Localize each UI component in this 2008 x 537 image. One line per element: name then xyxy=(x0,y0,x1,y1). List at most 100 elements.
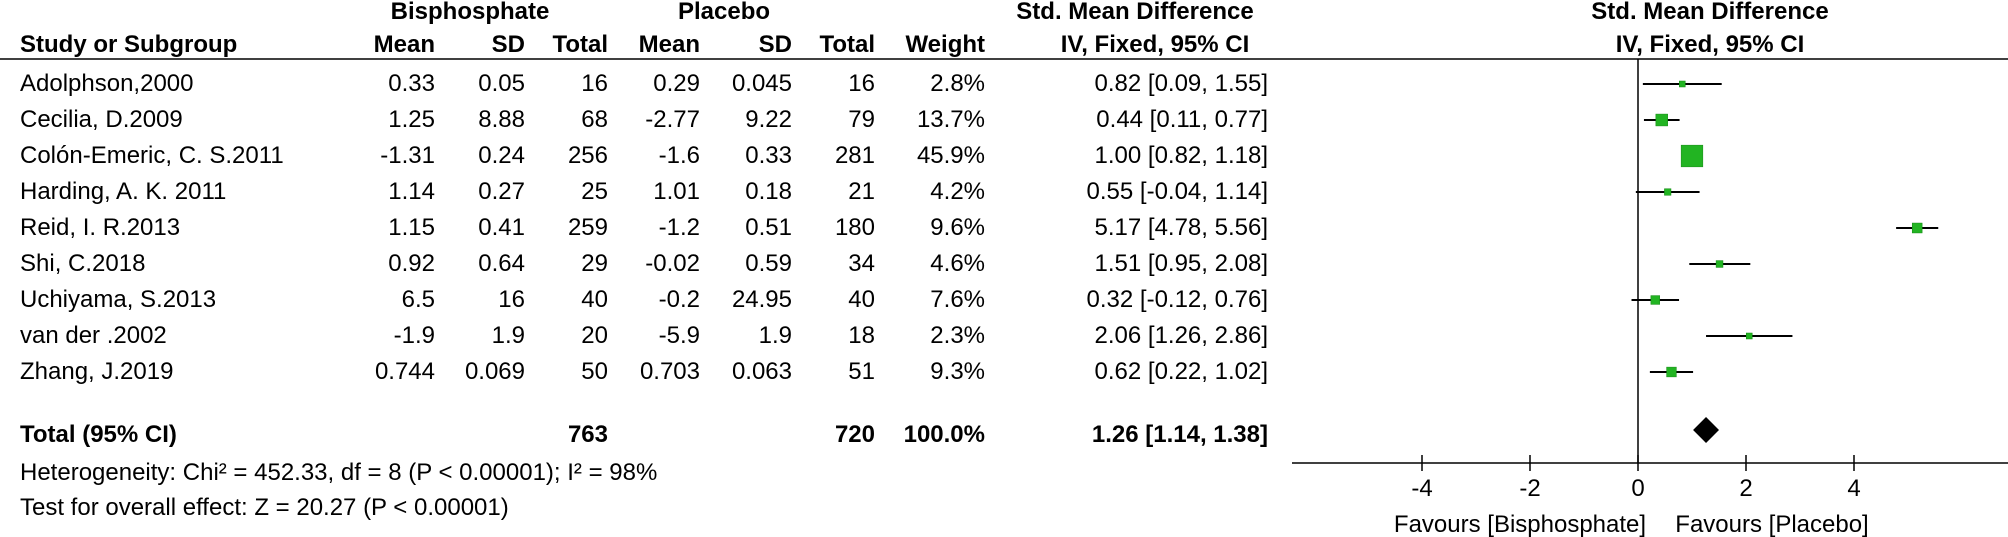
study-marker xyxy=(1911,222,1923,234)
sd2-value: 1.9 xyxy=(758,322,792,349)
x-tick-label: -4 xyxy=(1411,475,1432,502)
ci-value: 5.17 [4.78, 5.56] xyxy=(1094,214,1268,241)
study-name: Colón-Emeric, C. S.2011 xyxy=(20,142,284,169)
sd2-value: 0.33 xyxy=(745,142,792,169)
ci-value: 0.62 [0.22, 1.02] xyxy=(1094,358,1268,385)
total2-value: 79 xyxy=(848,106,875,133)
x-tick-label: -2 xyxy=(1519,475,1540,502)
mean1-value: -1.31 xyxy=(380,142,435,169)
sd1-value: 0.05 xyxy=(478,70,525,97)
total1-value: 256 xyxy=(567,142,608,169)
mean2-value: -2.77 xyxy=(645,106,700,133)
weight-value: 13.7% xyxy=(916,106,985,133)
sd1-value: 0.41 xyxy=(478,214,525,241)
sd2-value: 0.59 xyxy=(745,250,792,277)
col-total2: Total xyxy=(819,31,875,58)
study-marker xyxy=(1680,144,1704,168)
weight-value: 2.8% xyxy=(930,70,985,97)
total2-value: 18 xyxy=(848,322,875,349)
total2-value: 34 xyxy=(848,250,875,277)
total1-value: 50 xyxy=(581,358,608,385)
study-marker xyxy=(1655,113,1668,127)
study-name: Reid, I. R.2013 xyxy=(20,214,181,241)
total1-value: 16 xyxy=(581,70,608,97)
study-marker xyxy=(1650,295,1660,305)
ci-value: 0.32 [-0.12, 0.76] xyxy=(1086,286,1268,313)
plot-method: IV, Fixed, 95% CI xyxy=(1615,31,1805,58)
x-tick-label: 4 xyxy=(1847,475,1860,502)
sd2-value: 0.18 xyxy=(745,178,792,205)
mean1-value: 0.33 xyxy=(388,70,435,97)
sd1-value: 16 xyxy=(498,286,525,313)
study-name: Shi, C.2018 xyxy=(20,250,146,277)
heterogeneity-text: Heterogeneity: Chi² = 452.33, df = 8 (P … xyxy=(20,459,658,486)
total2-value: 51 xyxy=(848,358,875,385)
plot-header: Std. Mean Difference xyxy=(1591,0,1829,25)
weight-value: 45.9% xyxy=(916,142,985,169)
col-sd2: SD xyxy=(758,31,792,58)
weight-value: 9.3% xyxy=(930,358,985,385)
ci-value: 0.82 [0.09, 1.55] xyxy=(1094,70,1268,97)
sd1-value: 0.24 xyxy=(478,142,525,169)
ci-value: 1.51 [0.95, 2.08] xyxy=(1094,250,1268,277)
col-weight: Weight xyxy=(905,31,985,58)
total-ci: 1.26 [1.14, 1.38] xyxy=(1091,421,1268,448)
ci-value: 0.44 [0.11, 0.77] xyxy=(1096,106,1268,133)
overall-effect-text: Test for overall effect: Z = 20.27 (P < … xyxy=(20,494,509,521)
study-name: Harding, A. K. 2011 xyxy=(20,178,227,205)
effect-header: Std. Mean Difference xyxy=(1016,0,1254,25)
mean2-value: -5.9 xyxy=(658,322,700,349)
sd2-value: 0.063 xyxy=(731,358,792,385)
total-label: Total (95% CI) xyxy=(20,421,177,448)
pooled-diamond xyxy=(1693,417,1719,443)
total2-value: 180 xyxy=(834,214,875,241)
sd1-value: 8.88 xyxy=(478,106,525,133)
study-name: Uchiyama, S.2013 xyxy=(20,286,217,313)
mean1-value: 0.92 xyxy=(388,250,435,277)
mean2-value: -1.2 xyxy=(658,214,700,241)
ci-value: 0.55 [-0.04, 1.14] xyxy=(1086,178,1268,205)
col-sd1: SD xyxy=(491,31,525,58)
mean2-value: -0.2 xyxy=(658,286,700,313)
ci-value: 2.06 [1.26, 2.86] xyxy=(1094,322,1268,349)
mean2-value: 0.29 xyxy=(653,70,700,97)
study-name: van der .2002 xyxy=(20,322,167,349)
sd1-value: 0.27 xyxy=(478,178,525,205)
sd2-value: 0.51 xyxy=(745,214,792,241)
total2-value: 16 xyxy=(848,70,875,97)
total-n2: 720 xyxy=(834,421,875,448)
sd2-value: 9.22 xyxy=(745,106,792,133)
study-name: Cecilia, D.2009 xyxy=(20,106,183,133)
total1-value: 40 xyxy=(581,286,608,313)
total1-value: 68 xyxy=(581,106,608,133)
total2-value: 21 xyxy=(848,178,875,205)
favours-right-label: Favours [Placebo] xyxy=(1675,511,1868,537)
total1-value: 25 xyxy=(581,178,608,205)
study-marker xyxy=(1679,80,1686,88)
col-study: Study or Subgroup xyxy=(20,31,238,58)
weight-value: 7.6% xyxy=(930,286,985,313)
sd1-value: 0.64 xyxy=(478,250,525,277)
total1-value: 20 xyxy=(581,322,608,349)
favours-left-label: Favours [Bisphosphate] xyxy=(1394,511,1646,537)
weight-value: 2.3% xyxy=(930,322,985,349)
mean1-value: 1.25 xyxy=(388,106,435,133)
mean2-value: -1.6 xyxy=(658,142,700,169)
mean2-value: 0.703 xyxy=(639,358,700,385)
mean1-value: 1.14 xyxy=(388,178,435,205)
study-marker xyxy=(1664,188,1672,196)
weight-value: 4.6% xyxy=(930,250,985,277)
mean1-value: 1.15 xyxy=(388,214,435,241)
col-ci: IV, Fixed, 95% CI xyxy=(1060,31,1250,58)
study-marker xyxy=(1666,366,1677,378)
sd2-value: 0.045 xyxy=(731,70,792,97)
study-marker xyxy=(1745,332,1753,340)
mean1-value: 0.744 xyxy=(374,358,435,385)
col-total1: Total xyxy=(552,31,608,58)
weight-value: 9.6% xyxy=(930,214,985,241)
total1-value: 29 xyxy=(581,250,608,277)
total2-value: 281 xyxy=(834,142,875,169)
study-name: Adolphson,2000 xyxy=(20,70,194,97)
total-n1: 763 xyxy=(567,421,608,448)
sd2-value: 24.95 xyxy=(731,286,792,313)
